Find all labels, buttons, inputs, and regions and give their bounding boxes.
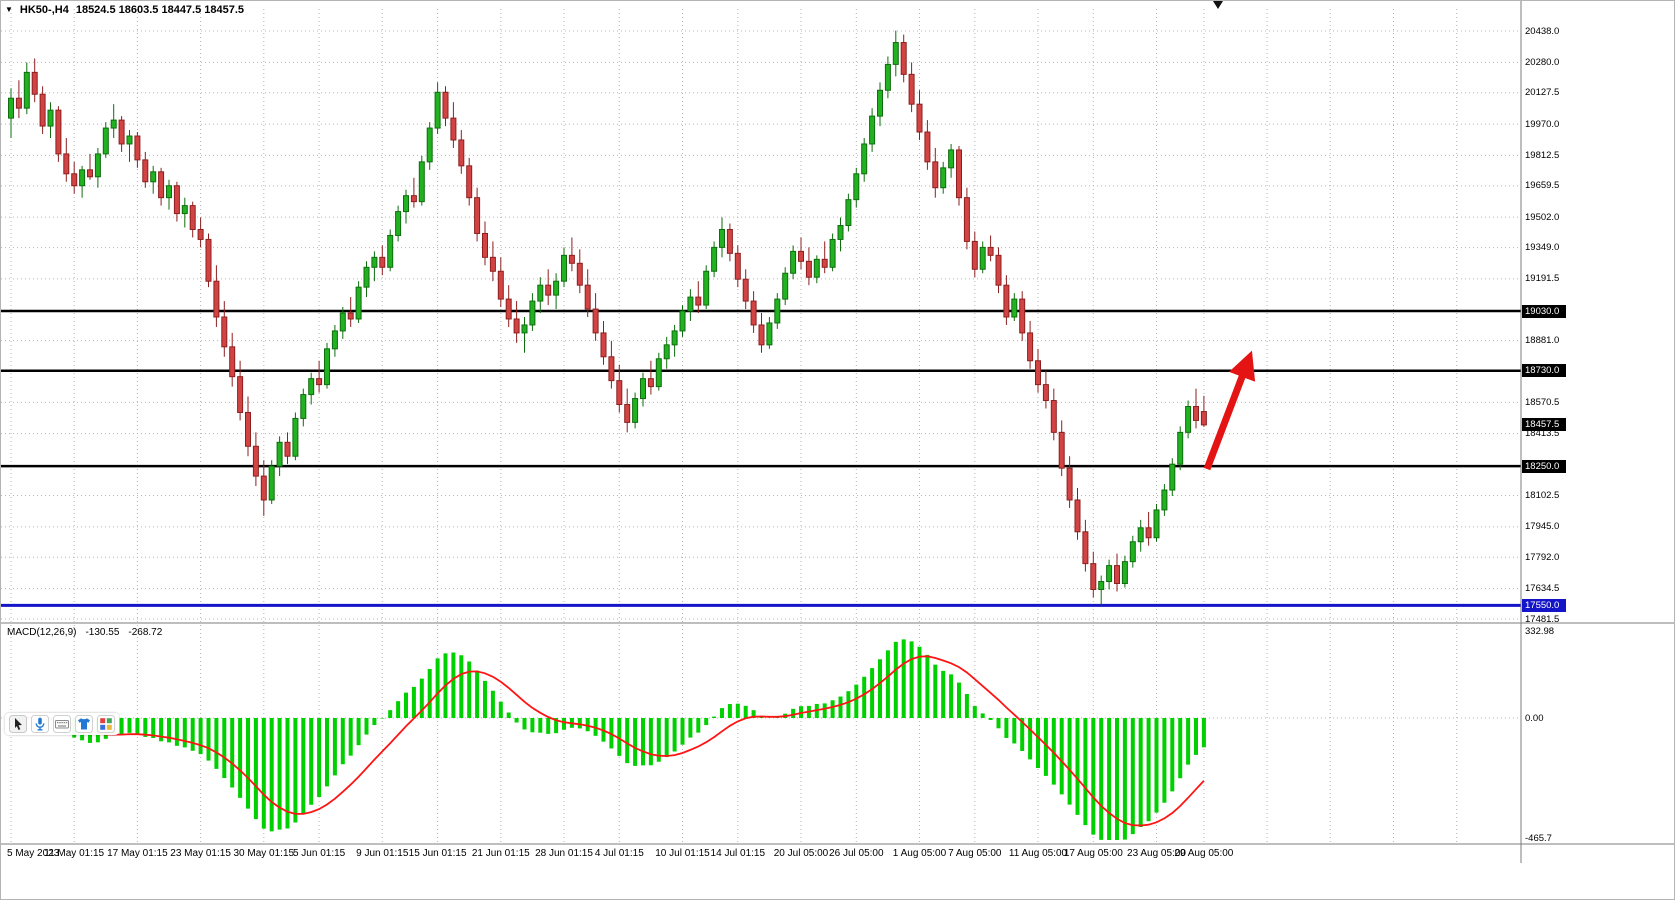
price-line-label: 17550.0 <box>1522 598 1566 612</box>
time-tick: 29 Aug 05:00 <box>1174 848 1234 859</box>
price-tick: 19970.0 <box>1525 118 1560 130</box>
time-tick: 1 Aug 05:00 <box>892 848 947 859</box>
time-tick: 21 Jun 01:15 <box>471 848 530 859</box>
time-tick: 30 May 01:15 <box>233 848 295 859</box>
time-tick: 11 May 01:15 <box>44 848 105 859</box>
price-tick: 19502.0 <box>1525 211 1560 223</box>
time-tick: 26 Jul 05:00 <box>829 848 884 859</box>
overlay-toolbar <box>5 713 119 735</box>
time-tick: 5 May 2023 <box>7 848 60 859</box>
price-tick: 19191.5 <box>1525 273 1560 285</box>
price-tick: 19349.0 <box>1525 242 1560 254</box>
time-tick: 7 Aug 05:00 <box>948 848 1002 859</box>
price-tick: 17634.5 <box>1525 583 1560 595</box>
ohlc-values: 18524.5 18603.5 18447.5 18457.5 <box>75 4 245 16</box>
time-tick: 4 Jul 01:15 <box>594 848 644 859</box>
time-tick: 17 Aug 05:00 <box>1063 848 1123 859</box>
macd-signal-line <box>10 655 1205 827</box>
macd-signal-value: -268.72 <box>128 627 163 638</box>
price-tick: 17792.0 <box>1525 551 1560 563</box>
cursor-icon[interactable] <box>9 715 27 733</box>
price-tick: 18570.5 <box>1525 396 1560 408</box>
time-tick: 10 Jul 01:15 <box>655 848 710 859</box>
symbol-header: ▼ HK50-,H4 18524.5 18603.5 18447.5 18457… <box>5 4 244 16</box>
price-tick: 17481.5 <box>1525 613 1560 625</box>
symbol-timeframe-label: HK50-,H4 <box>19 4 69 16</box>
microphone-icon[interactable] <box>31 715 49 733</box>
macd-axis-tick: -465.7 <box>1525 833 1552 845</box>
panel-separators <box>1 1 1674 863</box>
tshirt-icon[interactable] <box>75 715 93 733</box>
chart-shift-marker <box>1213 1 1223 9</box>
price-tick: 18102.5 <box>1525 489 1560 501</box>
time-tick: 11 Aug 05:00 <box>1008 848 1068 859</box>
price-line-label: 18250.0 <box>1522 459 1566 473</box>
time-tick: 28 Jun 01:15 <box>535 848 593 859</box>
time-tick: 23 Aug 05:00 <box>1127 848 1186 859</box>
candlestick-series <box>8 30 1207 606</box>
time-tick: 5 Jun 01:15 <box>292 848 346 859</box>
time-tick: 20 Jul 05:00 <box>773 848 829 859</box>
time-tick: 23 May 01:15 <box>170 848 231 859</box>
symbol-dropdown-icon[interactable]: ▼ <box>5 5 13 14</box>
price-line-label: 18730.0 <box>1522 364 1566 378</box>
price-line-label: 19030.0 <box>1522 304 1566 318</box>
macd-indicator-name: MACD(12,26,9) <box>7 627 77 638</box>
time-tick: 14 Jul 01:15 <box>710 848 766 859</box>
price-tick: 20438.0 <box>1525 25 1560 37</box>
trend-arrow[interactable] <box>1203 350 1256 471</box>
price-tick: 19659.5 <box>1525 180 1560 192</box>
macd-axis-tick: 332.98 <box>1525 626 1555 638</box>
time-tick: 9 Jun 01:15 <box>356 848 409 859</box>
macd-histogram <box>16 639 1206 840</box>
macd-label-row: MACD(12,26,9) -130.55 -268.72 <box>7 627 162 638</box>
price-tick: 19812.5 <box>1525 149 1560 161</box>
price-tick: 18881.0 <box>1525 335 1560 347</box>
keyboard-icon[interactable] <box>53 715 71 733</box>
apps-grid-icon[interactable] <box>97 715 115 733</box>
price-tick: 18413.5 <box>1525 428 1560 440</box>
price-line-label: 18457.5 <box>1522 418 1566 432</box>
macd-main-value: -130.55 <box>85 627 120 638</box>
macd-axis-tick: 0.00 <box>1525 712 1544 724</box>
price-tick: 20127.5 <box>1525 87 1560 99</box>
time-tick: 15 Jun 01:15 <box>408 848 467 859</box>
time-tick: 17 May 01:15 <box>107 848 168 859</box>
price-tick: 17945.0 <box>1525 521 1560 533</box>
price-tick: 20280.0 <box>1525 56 1560 68</box>
